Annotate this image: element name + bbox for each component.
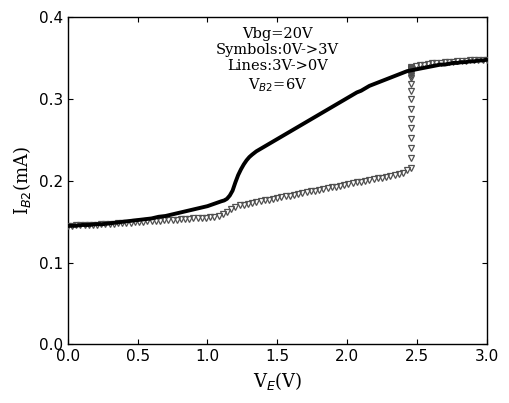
Y-axis label: I$_{B2}$(mA): I$_{B2}$(mA) bbox=[11, 146, 33, 215]
Text: Vbg=20V
Symbols:0V->3V
Lines:3V->0V
V$_{B2}$=6V: Vbg=20V Symbols:0V->3V Lines:3V->0V V$_{… bbox=[215, 27, 338, 93]
X-axis label: V$_{E}$(V): V$_{E}$(V) bbox=[252, 370, 301, 392]
